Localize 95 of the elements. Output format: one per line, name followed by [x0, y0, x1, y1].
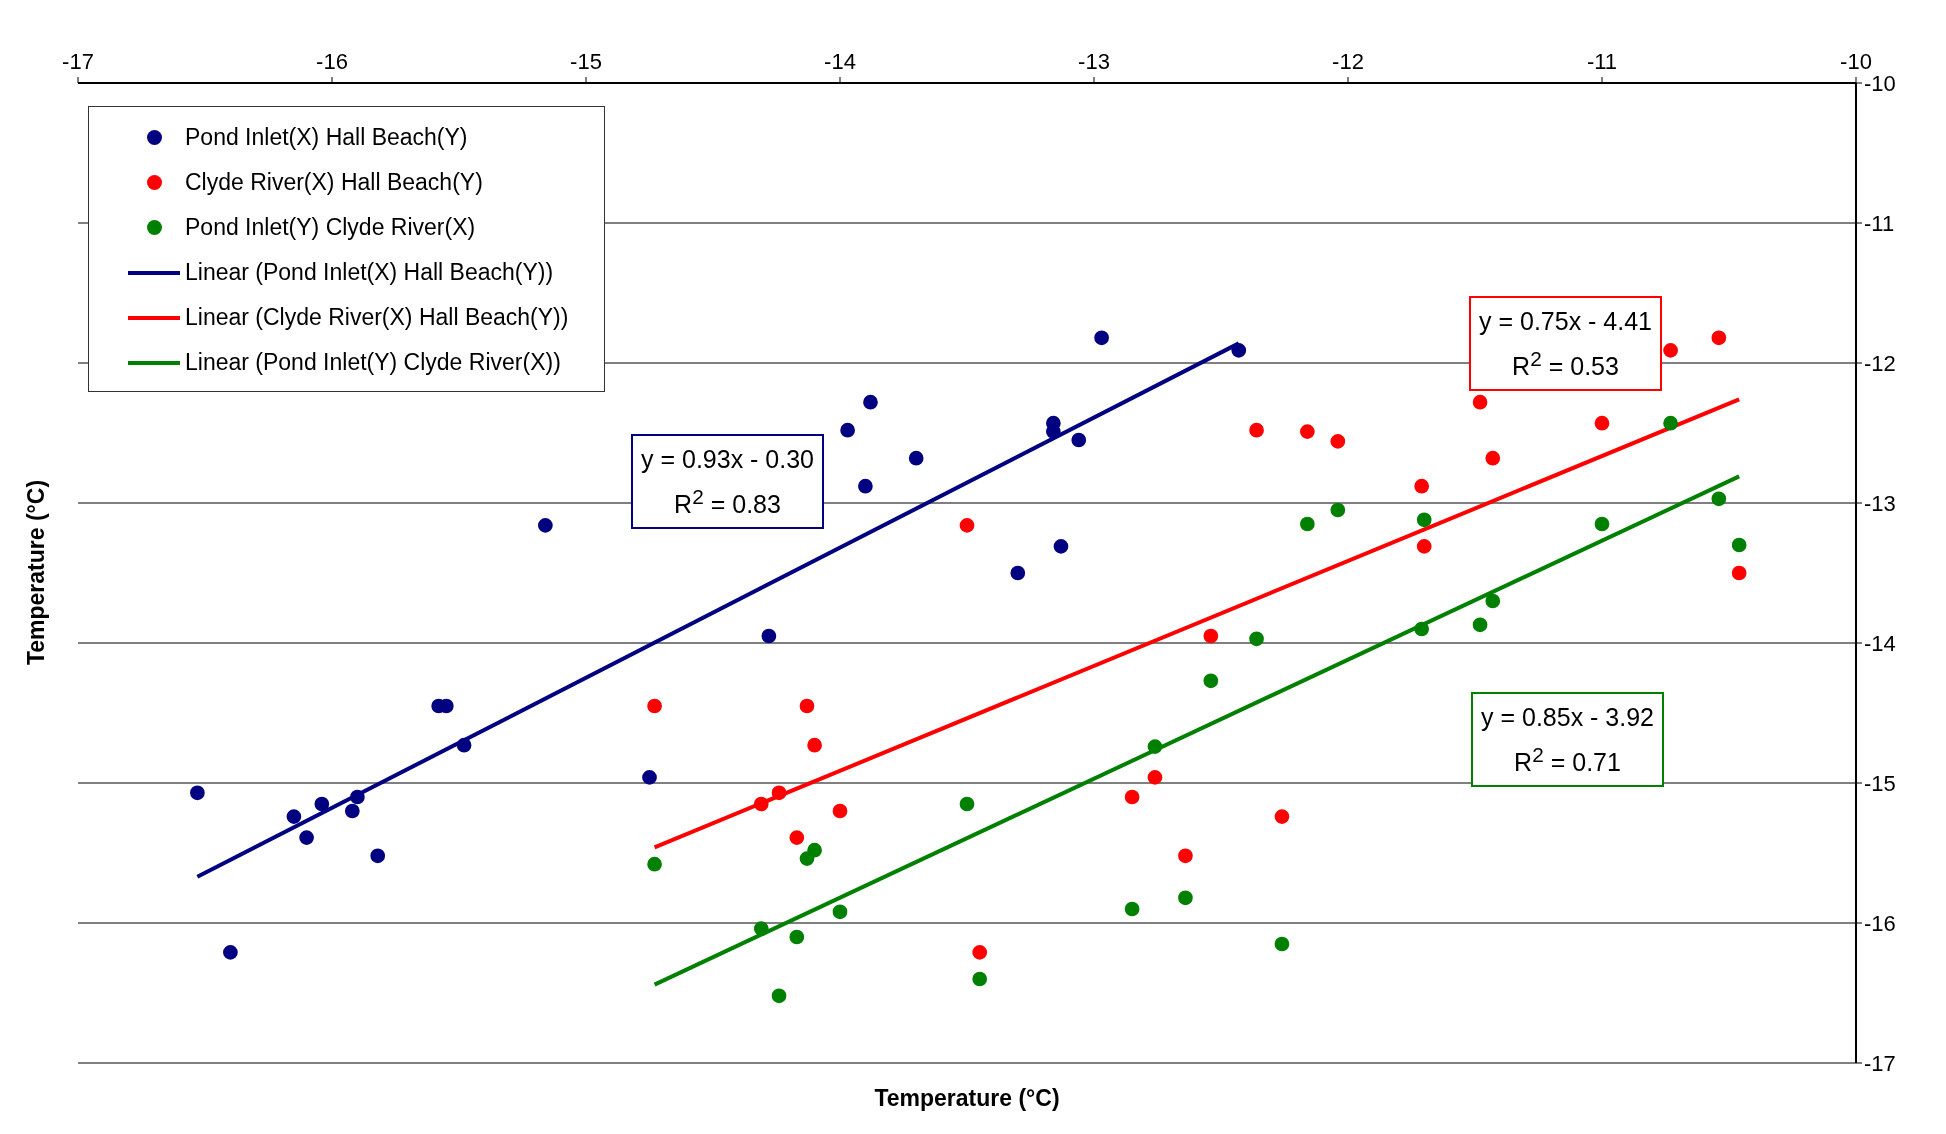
point: [1711, 491, 1727, 507]
point: [344, 803, 360, 819]
annotation: y = 0.85x - 3.92 R$^{2}$ = 0.71: [1481, 702, 1655, 779]
point: [1010, 565, 1026, 581]
x-tick-label: -11: [1586, 49, 1618, 74]
point: [771, 785, 787, 801]
point: [807, 842, 822, 858]
y-tick-label: -15: [1864, 770, 1896, 796]
point: [1274, 936, 1290, 952]
legend-label: Pond Inlet(Y) Clyde River(X): [185, 214, 476, 241]
annotation: y = 0.93x - 0.30 R$^{2}$ = 0.83: [641, 444, 815, 521]
point: [1203, 628, 1219, 644]
point: [789, 929, 805, 945]
point: [190, 785, 205, 801]
legend-label: Pond Inlet(X) Hall Beach(Y): [185, 124, 468, 151]
point: [1663, 343, 1678, 358]
point: [1249, 422, 1264, 438]
point: [1147, 739, 1163, 754]
point: [1053, 539, 1069, 554]
point: [1731, 565, 1747, 581]
point: [456, 737, 472, 753]
point: [1594, 516, 1610, 532]
point: [642, 770, 657, 785]
point: [538, 518, 553, 533]
y-tick-label: -11: [1864, 210, 1895, 236]
point: [1416, 539, 1432, 554]
annotation: y = 0.75x - 4.41 R$^{2}$ = 0.53: [1479, 306, 1653, 383]
point: [863, 394, 878, 410]
point: [959, 796, 975, 812]
point: [789, 830, 805, 845]
point: [1300, 424, 1315, 439]
point: [299, 830, 314, 845]
x-axis-title: Temperature (°C): [873, 1085, 1061, 1112]
point: [840, 422, 855, 438]
y-tick-label: -14: [1864, 630, 1896, 656]
point: [1485, 593, 1501, 609]
legend-label: Linear (Pond Inlet(X) Hall Beach(Y)): [185, 259, 554, 286]
point: [1249, 631, 1264, 647]
x-tick-label: -13: [1078, 49, 1110, 74]
point: [1178, 848, 1193, 864]
y-tick-label: -17: [1864, 1050, 1896, 1076]
point: [1203, 673, 1219, 689]
x-tick-label: -15: [570, 49, 602, 74]
point: [1330, 502, 1346, 518]
point: [1414, 621, 1430, 637]
point: [753, 921, 769, 936]
x-tick-label: -16: [316, 49, 348, 74]
point: [972, 945, 988, 960]
x-tick-label: -17: [62, 49, 94, 74]
point: [1594, 415, 1610, 431]
point: [1274, 809, 1290, 824]
point: [858, 478, 873, 494]
point: [1485, 450, 1501, 466]
y-tick-label: -12: [1864, 350, 1896, 376]
point: [1094, 330, 1109, 346]
point: [771, 988, 787, 1004]
point: [647, 698, 662, 714]
point: [647, 856, 662, 872]
point: [1416, 512, 1432, 528]
point: [972, 971, 988, 987]
point: [1472, 617, 1488, 633]
point: [223, 945, 238, 960]
point: [1071, 432, 1087, 448]
point: [1231, 343, 1247, 358]
point: [1124, 789, 1140, 805]
point: [761, 628, 777, 644]
point: [1124, 901, 1140, 917]
point: [350, 789, 365, 805]
point: [799, 698, 815, 714]
x-tick-label: -14: [824, 49, 856, 74]
legend-label: Clyde River(X) Hall Beach(Y): [185, 169, 483, 196]
legend-label: Linear (Clyde River(X) Hall Beach(Y)): [185, 304, 569, 331]
point: [1300, 516, 1315, 532]
point: [1330, 434, 1346, 449]
point: [1414, 478, 1430, 494]
point: [286, 809, 302, 824]
point: [1731, 537, 1747, 553]
point: [1663, 415, 1678, 431]
point: [832, 904, 848, 920]
point: [1147, 770, 1163, 785]
point: [314, 796, 330, 812]
point: [908, 450, 924, 466]
point: [370, 848, 386, 864]
point: [1711, 330, 1727, 346]
y-tick-label: -16: [1864, 910, 1896, 936]
point: [1472, 394, 1488, 410]
point: [807, 737, 822, 753]
y-axis-title: Temperature (°C): [22, 478, 50, 668]
point: [1178, 890, 1193, 906]
x-tick-label: -12: [1332, 49, 1364, 74]
point: [959, 518, 975, 533]
point: [753, 796, 769, 812]
legend-label: Linear (Pond Inlet(Y) Clyde River(X)): [185, 349, 561, 376]
y-tick-label: -13: [1864, 490, 1896, 516]
point: [832, 803, 848, 819]
